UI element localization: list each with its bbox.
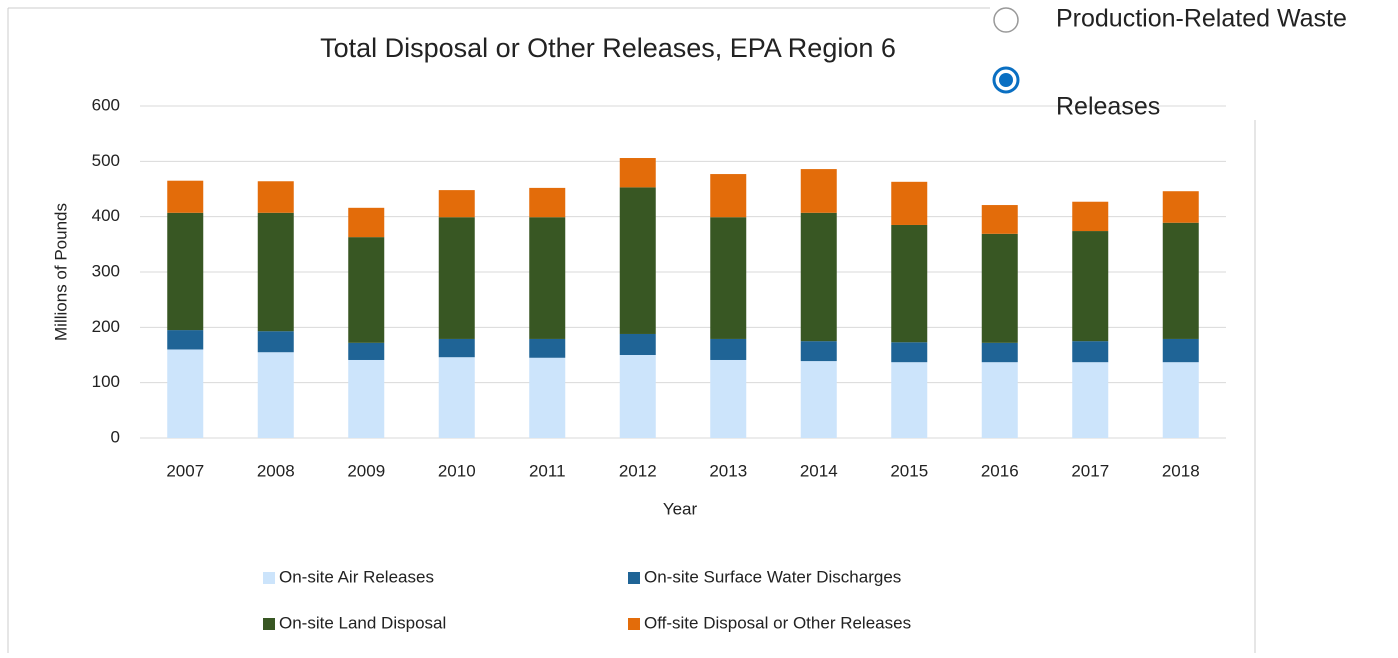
bar-segment [529,187,566,218]
bar-segment [619,333,656,355]
bar-segment [529,357,566,438]
bar-segment [981,233,1018,343]
radio-dot [999,73,1013,87]
bar-segment [981,362,1018,438]
bar-segment [348,237,385,343]
x-tick-label: 2013 [709,461,747,480]
bar-segment [981,205,1018,234]
x-tick-label: 2017 [1071,461,1109,480]
y-axis-label: Millions of Pounds [51,203,70,341]
bar-segment [891,342,928,363]
bar-segment [710,359,747,438]
x-tick-label: 2008 [257,461,295,480]
bar-segment [257,212,294,332]
legend-swatch [628,572,640,584]
bar-segment [348,359,385,438]
bar-segment [619,158,656,188]
bar-segment [1072,201,1109,232]
bar-segment [1162,222,1199,339]
bar-segment [710,174,747,218]
y-tick-label: 0 [111,427,120,446]
x-tick-label: 2007 [166,461,204,480]
bar-segment [438,338,475,358]
bar-segment [710,217,747,339]
bar-segment [529,217,566,339]
y-tick-label: 100 [92,372,120,391]
legend-swatch [263,618,275,630]
bar-segment [257,331,294,353]
y-tick-label: 400 [92,206,120,225]
bar-segment [891,224,928,343]
bar-segment [891,181,928,225]
x-tick-label: 2011 [529,461,566,480]
y-tick-label: 600 [92,95,120,114]
x-axis-label: Year [663,499,698,518]
bar-segment [1072,231,1109,342]
radio-label[interactable]: Production-Related Waste [1056,5,1347,33]
bar-segment [800,361,837,438]
legend-swatch [263,572,275,584]
legend-label: On-site Air Releases [279,567,434,586]
bar-segment [800,341,837,362]
bar-segment [1162,362,1199,438]
bar-segment [348,207,385,238]
bar-segment [529,338,566,358]
x-tick-label: 2014 [800,461,838,480]
bar-segment [438,217,475,339]
bar-segment [167,212,204,331]
bar-segment [800,212,837,342]
x-tick-label: 2012 [619,461,657,480]
bar-segment [257,181,294,213]
bar-segment [891,362,928,438]
bar-segment [438,190,475,218]
legend-label: On-site Surface Water Discharges [644,567,901,586]
legend-label: Off-site Disposal or Other Releases [644,613,911,632]
x-tick-label: 2009 [347,461,385,480]
x-tick-label: 2015 [890,461,928,480]
bar-segment [348,342,385,360]
x-tick-label: 2016 [981,461,1019,480]
bar-segment [619,355,656,438]
y-tick-label: 200 [92,317,120,336]
radio-label[interactable]: Releases [1056,93,1160,121]
y-tick-label: 500 [92,151,120,170]
bar-segment [167,349,204,438]
bar-segment [257,352,294,438]
bar-segment [981,342,1018,363]
chart-title: Total Disposal or Other Releases, EPA Re… [320,33,896,63]
legend-label: On-site Land Disposal [279,613,446,632]
bar-segment [1162,338,1199,363]
bar-segment [438,357,475,438]
x-tick-label: 2018 [1162,461,1200,480]
bar-segment [167,330,204,350]
bar-segment [800,169,837,213]
bar-segment [710,338,747,360]
bar-segment [619,187,656,334]
y-tick-label: 300 [92,261,120,280]
bar-segment [167,180,204,213]
bar-segment [1072,362,1109,438]
x-tick-label: 2010 [438,461,476,480]
radio-button[interactable] [993,7,1019,33]
bar-segment [1162,191,1199,223]
bar-segment [1072,341,1109,363]
legend-swatch [628,618,640,630]
